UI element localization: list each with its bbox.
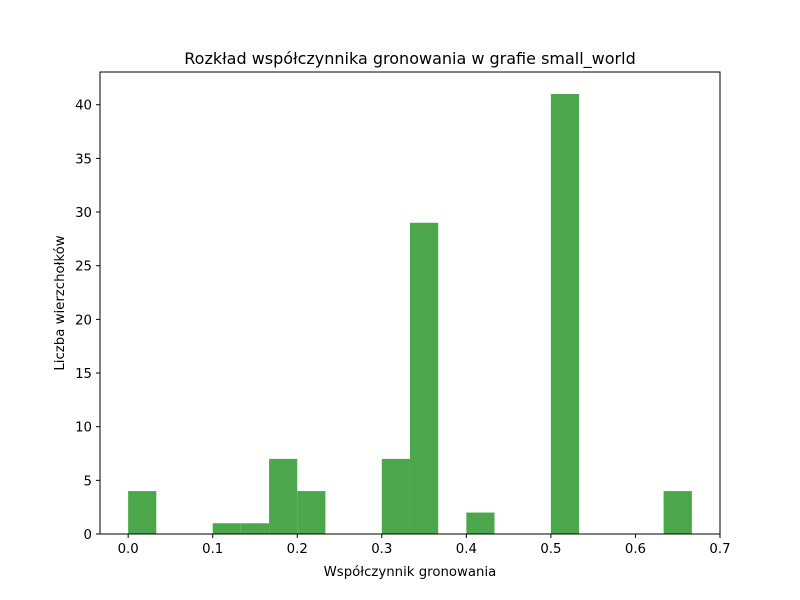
bars-group [128, 94, 692, 534]
x-tick-label: 0.5 [540, 542, 561, 557]
histogram-bar [128, 491, 157, 534]
histogram-bar [550, 94, 580, 534]
histogram-bar [240, 523, 270, 534]
x-tick-label: 0.6 [625, 542, 646, 557]
y-tick-label: 30 [75, 206, 92, 221]
chart-title: Rozkład współczynnika gronowania w grafi… [184, 49, 635, 69]
x-tick-label: 0.7 [709, 542, 730, 557]
x-tick-label: 0.0 [118, 542, 139, 557]
y-tick-label: 15 [75, 367, 92, 382]
histogram-bar [212, 523, 241, 534]
histogram-bar [409, 222, 439, 534]
histogram-bar [466, 512, 495, 534]
y-tick-label: 25 [75, 260, 92, 275]
x-tick-label: 0.4 [456, 542, 477, 557]
histogram-bar [663, 491, 692, 534]
y-axis-label: Liczba wierzchołków [52, 235, 68, 370]
y-tick-label: 10 [75, 421, 92, 436]
x-tick-label: 0.3 [371, 542, 392, 557]
x-axis-ticks: 0.0 0.1 0.2 0.3 0.4 0.5 0.6 0.7 [118, 534, 731, 557]
histogram-bar [297, 491, 326, 534]
y-axis-ticks: 0 5 10 15 20 25 30 35 40 [75, 99, 100, 543]
histogram-bar [381, 458, 410, 534]
plot-frame [99, 71, 721, 535]
y-tick-label: 0 [84, 528, 92, 543]
y-tick-label: 20 [75, 313, 92, 328]
y-tick-label: 5 [84, 474, 92, 489]
x-tick-label: 0.2 [287, 542, 308, 557]
y-tick-label: 35 [75, 152, 92, 167]
x-tick-label: 0.1 [202, 542, 223, 557]
y-tick-label: 40 [75, 99, 92, 114]
histogram-bar [269, 458, 298, 534]
x-axis-label: Współczynnik gronowania [324, 564, 497, 580]
